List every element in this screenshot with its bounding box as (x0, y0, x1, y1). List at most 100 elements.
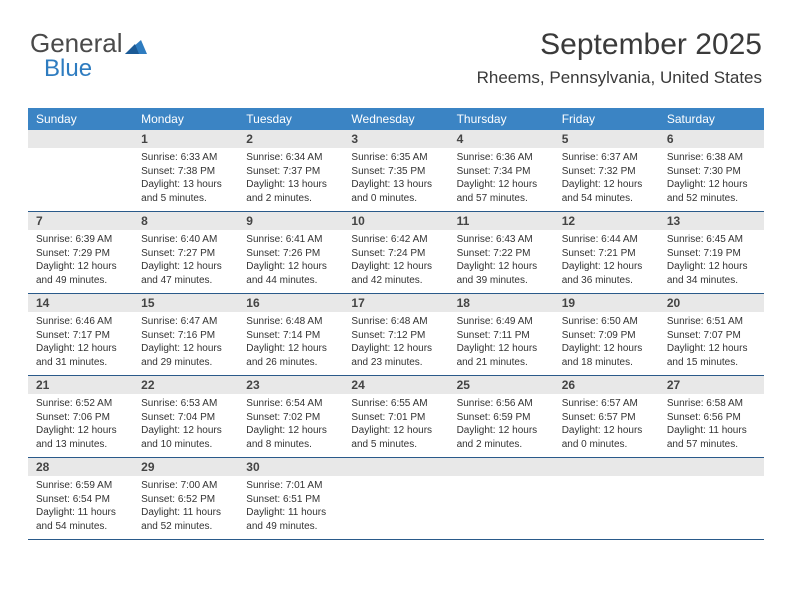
daylight-text: Daylight: 12 hours (246, 424, 337, 438)
daylight-text: and 57 minutes. (457, 192, 548, 206)
sunrise-text: Sunrise: 6:50 AM (562, 315, 653, 329)
sunrise-text: Sunrise: 6:54 AM (246, 397, 337, 411)
day-cell: Sunrise: 6:36 AMSunset: 7:34 PMDaylight:… (449, 148, 554, 211)
day-cell: Sunrise: 6:48 AMSunset: 7:14 PMDaylight:… (238, 312, 343, 375)
sunrise-text: Sunrise: 6:55 AM (351, 397, 442, 411)
daylight-text: and 57 minutes. (667, 438, 758, 452)
daylight-text: and 5 minutes. (141, 192, 232, 206)
sunrise-text: Sunrise: 6:36 AM (457, 151, 548, 165)
sunrise-text: Sunrise: 6:42 AM (351, 233, 442, 247)
day-cell: Sunrise: 6:49 AMSunset: 7:11 PMDaylight:… (449, 312, 554, 375)
day-number: 16 (238, 294, 343, 312)
daylight-text: and 52 minutes. (667, 192, 758, 206)
day-cells-row: Sunrise: 6:46 AMSunset: 7:17 PMDaylight:… (28, 312, 764, 375)
day-cell: Sunrise: 6:41 AMSunset: 7:26 PMDaylight:… (238, 230, 343, 293)
sunrise-text: Sunrise: 6:44 AM (562, 233, 653, 247)
day-cell: Sunrise: 6:33 AMSunset: 7:38 PMDaylight:… (133, 148, 238, 211)
day-cell: Sunrise: 6:59 AMSunset: 6:54 PMDaylight:… (28, 476, 133, 539)
daylight-text: Daylight: 12 hours (246, 260, 337, 274)
daylight-text: and 23 minutes. (351, 356, 442, 370)
sunset-text: Sunset: 7:21 PM (562, 247, 653, 261)
calendar-week: 14151617181920Sunrise: 6:46 AMSunset: 7:… (28, 294, 764, 376)
day-number: 4 (449, 130, 554, 148)
weekday-header: Saturday (659, 108, 764, 130)
sunset-text: Sunset: 7:07 PM (667, 329, 758, 343)
sunset-text: Sunset: 7:16 PM (141, 329, 232, 343)
weekday-header: Sunday (28, 108, 133, 130)
day-number: 12 (554, 212, 659, 230)
day-cell: Sunrise: 6:56 AMSunset: 6:59 PMDaylight:… (449, 394, 554, 457)
day-number-row: 78910111213 (28, 212, 764, 230)
day-cell: Sunrise: 6:44 AMSunset: 7:21 PMDaylight:… (554, 230, 659, 293)
day-cell: Sunrise: 6:53 AMSunset: 7:04 PMDaylight:… (133, 394, 238, 457)
daylight-text: Daylight: 12 hours (351, 342, 442, 356)
day-cell (449, 476, 554, 539)
daylight-text: and 29 minutes. (141, 356, 232, 370)
daylight-text: and 18 minutes. (562, 356, 653, 370)
daylight-text: Daylight: 12 hours (562, 342, 653, 356)
day-number: 13 (659, 212, 764, 230)
sunset-text: Sunset: 7:14 PM (246, 329, 337, 343)
sunrise-text: Sunrise: 6:43 AM (457, 233, 548, 247)
day-number: 3 (343, 130, 448, 148)
weekday-header-row: SundayMondayTuesdayWednesdayThursdayFrid… (28, 108, 764, 130)
daylight-text: and 54 minutes. (36, 520, 127, 534)
day-number: 17 (343, 294, 448, 312)
sunset-text: Sunset: 7:38 PM (141, 165, 232, 179)
sunset-text: Sunset: 7:37 PM (246, 165, 337, 179)
day-number: 10 (343, 212, 448, 230)
day-number: 18 (449, 294, 554, 312)
daylight-text: and 2 minutes. (457, 438, 548, 452)
day-cell: Sunrise: 6:54 AMSunset: 7:02 PMDaylight:… (238, 394, 343, 457)
day-cell: Sunrise: 6:50 AMSunset: 7:09 PMDaylight:… (554, 312, 659, 375)
sunrise-text: Sunrise: 6:33 AM (141, 151, 232, 165)
day-number-row: 14151617181920 (28, 294, 764, 312)
daylight-text: and 52 minutes. (141, 520, 232, 534)
day-number (449, 458, 554, 476)
day-number (28, 130, 133, 148)
day-number: 25 (449, 376, 554, 394)
sunrise-text: Sunrise: 6:46 AM (36, 315, 127, 329)
day-number: 27 (659, 376, 764, 394)
daylight-text: and 26 minutes. (246, 356, 337, 370)
sunrise-text: Sunrise: 6:56 AM (457, 397, 548, 411)
day-cell: Sunrise: 7:01 AMSunset: 6:51 PMDaylight:… (238, 476, 343, 539)
daylight-text: and 39 minutes. (457, 274, 548, 288)
sunset-text: Sunset: 7:11 PM (457, 329, 548, 343)
day-number-row: 21222324252627 (28, 376, 764, 394)
day-number: 6 (659, 130, 764, 148)
sunset-text: Sunset: 7:19 PM (667, 247, 758, 261)
calendar-week: 123456Sunrise: 6:33 AMSunset: 7:38 PMDay… (28, 130, 764, 212)
sunset-text: Sunset: 6:51 PM (246, 493, 337, 507)
daylight-text: Daylight: 12 hours (562, 424, 653, 438)
sunrise-text: Sunrise: 6:48 AM (351, 315, 442, 329)
weekday-header: Tuesday (238, 108, 343, 130)
day-number: 28 (28, 458, 133, 476)
month-title: September 2025 (477, 28, 762, 62)
daylight-text: Daylight: 11 hours (246, 506, 337, 520)
sunset-text: Sunset: 7:12 PM (351, 329, 442, 343)
day-cell: Sunrise: 6:51 AMSunset: 7:07 PMDaylight:… (659, 312, 764, 375)
day-cell: Sunrise: 6:58 AMSunset: 6:56 PMDaylight:… (659, 394, 764, 457)
daylight-text: Daylight: 12 hours (141, 260, 232, 274)
sunrise-text: Sunrise: 6:40 AM (141, 233, 232, 247)
day-cell: Sunrise: 6:52 AMSunset: 7:06 PMDaylight:… (28, 394, 133, 457)
daylight-text: and 5 minutes. (351, 438, 442, 452)
daylight-text: Daylight: 12 hours (141, 342, 232, 356)
sunset-text: Sunset: 6:57 PM (562, 411, 653, 425)
daylight-text: Daylight: 13 hours (351, 178, 442, 192)
sunset-text: Sunset: 6:59 PM (457, 411, 548, 425)
day-number: 2 (238, 130, 343, 148)
sunrise-text: Sunrise: 6:39 AM (36, 233, 127, 247)
sunset-text: Sunset: 7:01 PM (351, 411, 442, 425)
day-number: 20 (659, 294, 764, 312)
brand-part1: General (30, 28, 123, 58)
day-cell: Sunrise: 6:43 AMSunset: 7:22 PMDaylight:… (449, 230, 554, 293)
sunrise-text: Sunrise: 6:49 AM (457, 315, 548, 329)
daylight-text: Daylight: 12 hours (667, 260, 758, 274)
sunrise-text: Sunrise: 6:34 AM (246, 151, 337, 165)
day-cells-row: Sunrise: 6:39 AMSunset: 7:29 PMDaylight:… (28, 230, 764, 293)
day-cell (343, 476, 448, 539)
daylight-text: Daylight: 11 hours (36, 506, 127, 520)
day-cell (659, 476, 764, 539)
